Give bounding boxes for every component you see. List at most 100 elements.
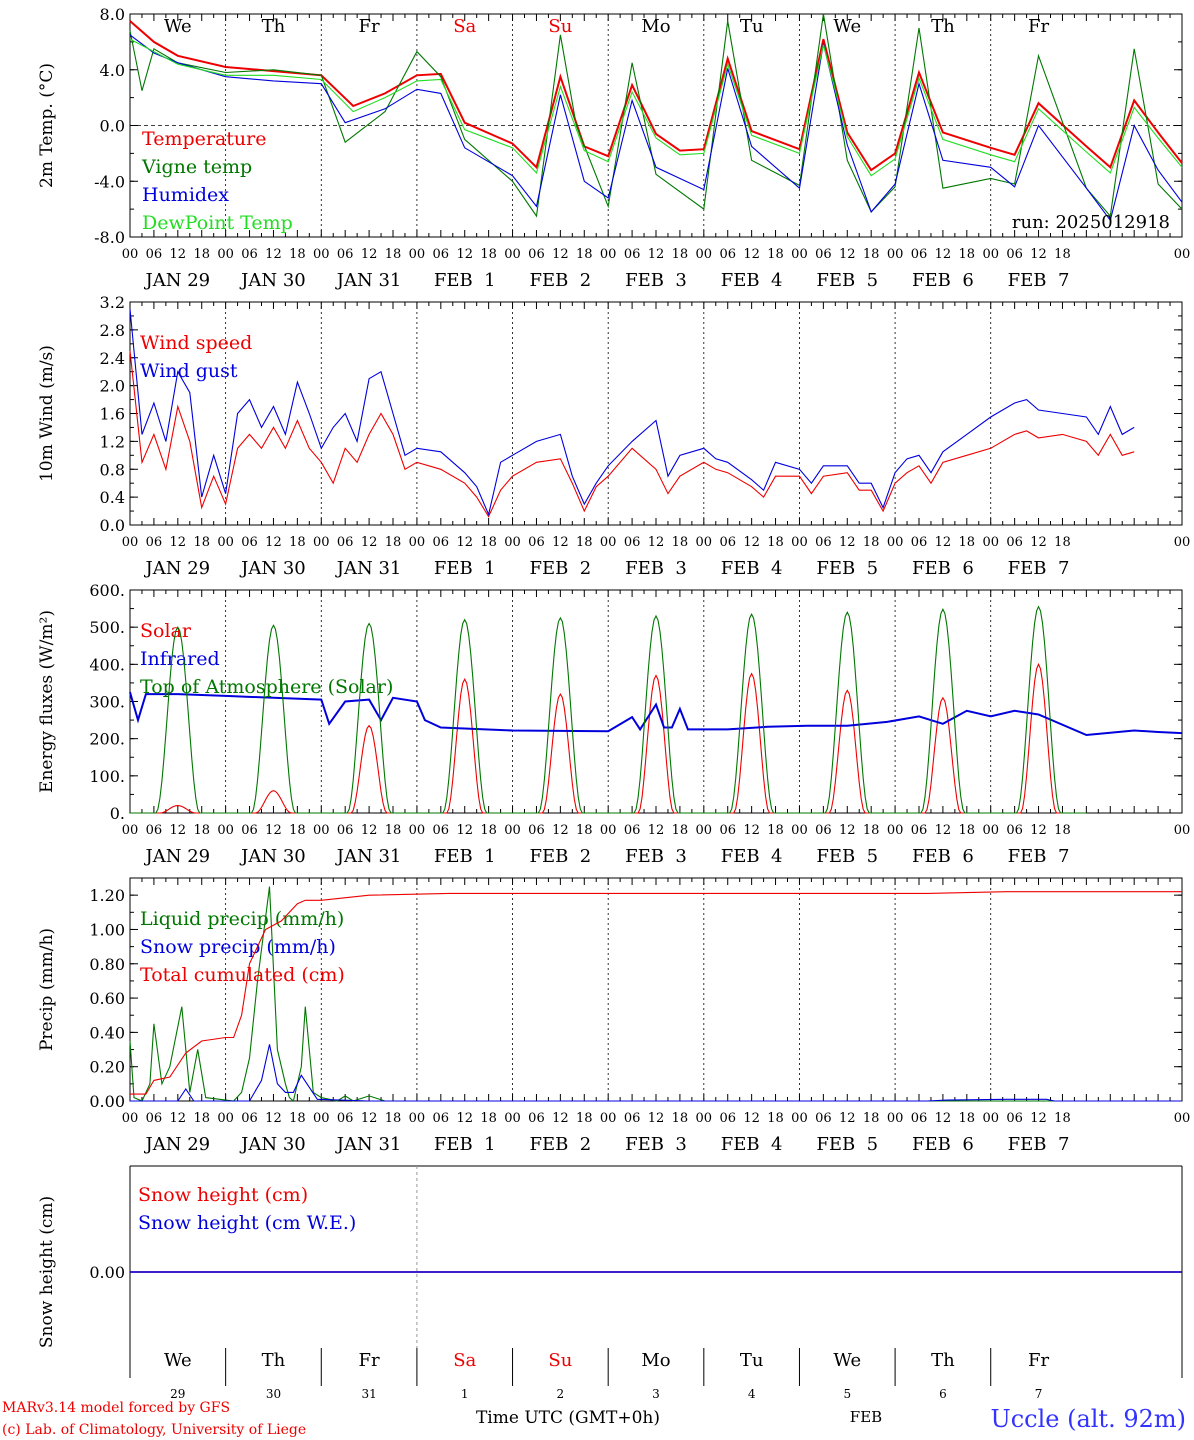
weekday-label: Th (262, 1350, 286, 1371)
y-tick-label: 1.20 (89, 886, 125, 905)
y-tick-label: 0.0 (100, 117, 125, 136)
series-line-4 (129, 38, 1183, 177)
date-label: FEB 2 (529, 270, 591, 291)
hour-tick-label: 00 (600, 535, 617, 550)
hour-tick-label: 18 (576, 1111, 593, 1126)
weekday-label: Su (548, 1350, 572, 1371)
chart-panel-5: 0.00 Snow height (cm) Snow height (cm) Snow… (37, 1165, 1183, 1401)
y-axis-title: Snow height (cm) (37, 1196, 57, 1348)
date-label: JAN 29 (144, 1134, 211, 1155)
y-tick-label: 400. (89, 655, 125, 674)
y-tick-label: 600. (89, 581, 125, 600)
plot-frame (129, 301, 1183, 526)
hour-tick-label: 12 (552, 823, 569, 838)
hour-tick-label: 06 (719, 535, 736, 550)
hour-tick-label: 06 (146, 247, 163, 262)
hour-tick-label: 06 (528, 1111, 545, 1126)
model-credit: MARv3.14 model forced by GFS (2, 1400, 230, 1416)
hour-tick-label: 00 (887, 535, 904, 550)
hour-tick-label: 18 (1054, 1111, 1071, 1126)
hour-tick-label: 00 (887, 247, 904, 262)
date-label: FEB 1 (434, 1134, 496, 1155)
day-number-label: 7 (1035, 1387, 1043, 1401)
day-number-label: 31 (361, 1387, 376, 1401)
date-label: FEB 2 (529, 558, 591, 579)
y-tick-label: 2.8 (100, 321, 125, 340)
hour-tick-label: 06 (719, 823, 736, 838)
hour-tick-label: 12 (456, 823, 473, 838)
hour-tick-label: 00 (791, 1111, 808, 1126)
weekday-label: Fr (1028, 1350, 1049, 1371)
hour-tick-label: 18 (289, 535, 306, 550)
y-tick-label: 0.80 (89, 955, 125, 974)
hour-tick-label: 12 (839, 1111, 856, 1126)
hour-tick-label: 00 (887, 1111, 904, 1126)
hour-tick-label: 06 (624, 1111, 641, 1126)
hour-tick-label: 18 (385, 823, 402, 838)
hour-tick-label: 00 (217, 535, 234, 550)
weekday-label: We (164, 1350, 192, 1371)
hour-tick-label: 18 (767, 1111, 784, 1126)
hour-tick-label: 00 (409, 535, 426, 550)
hour-tick-label: 06 (815, 535, 832, 550)
university-credit: (c) Lab. of Climatology, University of L… (2, 1422, 306, 1438)
hour-tick-label: 06 (433, 247, 450, 262)
hour-tick-label: 00 (696, 535, 713, 550)
hour-tick-label: 06 (337, 247, 354, 262)
hour-tick-label: 12 (170, 247, 187, 262)
hour-tick-label: 00 (313, 247, 330, 262)
hour-tick-label: 06 (911, 823, 928, 838)
hour-tick-label: 06 (719, 1111, 736, 1126)
date-label: FEB 4 (721, 558, 783, 579)
hour-tick-label: 06 (433, 1111, 450, 1126)
date-label: FEB 7 (1008, 558, 1070, 579)
hour-tick-label: 00 (791, 823, 808, 838)
hour-tick-label: 18 (193, 535, 210, 550)
hour-tick-label: 12 (839, 247, 856, 262)
day-number-label: 30 (266, 1387, 281, 1401)
hour-tick-label: 00 (791, 535, 808, 550)
hour-tick-label: 12 (1030, 1111, 1047, 1126)
hour-tick-label: 18 (193, 1111, 210, 1126)
hour-tick-label: 06 (911, 1111, 928, 1126)
series-line-2 (129, 308, 1135, 517)
hour-tick-label: 12 (743, 535, 760, 550)
hour-tick-label: 06 (433, 823, 450, 838)
chart-panel-3: 0. 100. 200. 300. 400. 500. 600. Energy fluxes … (37, 581, 1190, 867)
hour-tick-label: 06 (241, 535, 258, 550)
date-label: FEB 5 (816, 558, 878, 579)
month-label: FEB (850, 1408, 882, 1426)
hour-tick-label: 06 (146, 1111, 163, 1126)
legend-entry: Total cumulated (cm) (140, 964, 345, 986)
hour-tick-label: 06 (1006, 535, 1023, 550)
hour-tick-label: 12 (935, 535, 952, 550)
hour-tick-label: 18 (672, 247, 689, 262)
hour-tick-label: 18 (193, 823, 210, 838)
hour-tick-label: 06 (1006, 247, 1023, 262)
date-label: JAN 31 (335, 1134, 402, 1155)
weekday-label: Tu (740, 16, 764, 37)
hour-tick-label: 18 (672, 535, 689, 550)
day-number-label: 1 (461, 1387, 469, 1401)
legend-entry: Snow height (cm W.E.) (138, 1212, 356, 1234)
hour-tick-label: 18 (959, 1111, 976, 1126)
legend-entry: Snow precip (mm/h) (140, 936, 336, 958)
hour-tick-label: 00 (982, 535, 999, 550)
chart-panel-2: 0.0 0.4 0.8 1.2 1.6 2.0 2.4 2.8 3.2 10m Wind (m/s… (37, 293, 1190, 579)
weekday-label: Tu (740, 1350, 764, 1371)
hour-tick-label: 00 (122, 535, 139, 550)
hour-tick-label: 18 (480, 1111, 497, 1126)
y-tick-label: 8.0 (100, 5, 125, 24)
hour-tick-label: 18 (480, 247, 497, 262)
hour-tick-label: 00 (217, 1111, 234, 1126)
hour-tick-label: 00 (122, 823, 139, 838)
hour-tick-label: 18 (863, 247, 880, 262)
date-label: FEB 5 (816, 1134, 878, 1155)
hour-tick-label: 18 (767, 535, 784, 550)
legend-entry: Wind speed (140, 332, 252, 354)
hour-tick-label: 12 (1030, 535, 1047, 550)
legend-entry: Temperature (142, 128, 266, 150)
weekday-label: Mo (641, 1350, 670, 1371)
plot-frame (129, 589, 1183, 814)
date-label: FEB 2 (529, 1134, 591, 1155)
